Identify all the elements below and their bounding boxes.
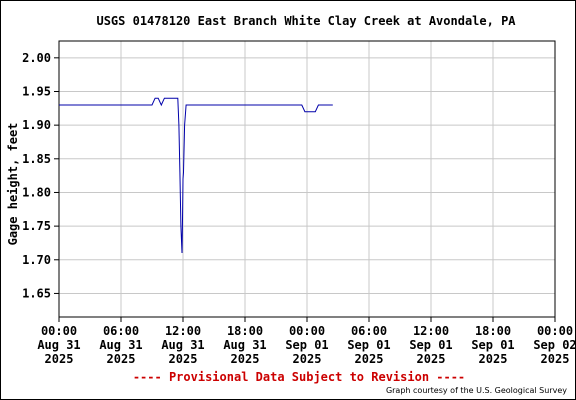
x-tick-date: Aug 31 <box>99 338 142 352</box>
y-tick-label: 1.90 <box>22 118 51 132</box>
x-tick-time: 12:00 <box>413 324 449 338</box>
x-tick-time: 06:00 <box>351 324 387 338</box>
x-tick-year: 2025 <box>541 352 570 366</box>
y-tick-label: 1.80 <box>22 185 51 199</box>
x-tick-time: 00:00 <box>41 324 77 338</box>
x-tick-date: Sep 02 <box>533 338 575 352</box>
y-tick-label: 1.65 <box>22 286 51 300</box>
usgs-credit: Graph courtesy of the U.S. Geological Su… <box>386 386 567 395</box>
x-tick-time: 18:00 <box>475 324 511 338</box>
x-tick-time: 12:00 <box>165 324 201 338</box>
chart-title: USGS 01478120 East Branch White Clay Cre… <box>96 14 516 28</box>
x-tick-year: 2025 <box>107 352 136 366</box>
x-tick-time: 00:00 <box>289 324 325 338</box>
x-tick-date: Aug 31 <box>37 338 80 352</box>
x-tick-date: Sep 01 <box>285 338 328 352</box>
y-tick-label: 1.75 <box>22 219 51 233</box>
x-tick-date: Sep 01 <box>409 338 452 352</box>
y-tick-label: 1.85 <box>22 152 51 166</box>
x-tick-year: 2025 <box>355 352 384 366</box>
x-tick-year: 2025 <box>231 352 260 366</box>
series-layer <box>59 97 333 254</box>
x-tick-year: 2025 <box>417 352 446 366</box>
x-tick-year: 2025 <box>479 352 508 366</box>
y-axis-label: Gage height, feet <box>6 123 20 246</box>
x-tick-time: 18:00 <box>227 324 263 338</box>
x-tick-date: Sep 01 <box>471 338 514 352</box>
y-tick-label: 1.70 <box>22 253 51 267</box>
x-tick-time: 06:00 <box>103 324 139 338</box>
x-tick-date: Aug 31 <box>223 338 266 352</box>
x-tick-date: Sep 01 <box>347 338 390 352</box>
x-tick-time: 00:00 <box>537 324 573 338</box>
y-tick-label: 1.95 <box>22 84 51 98</box>
x-tick-year: 2025 <box>169 352 198 366</box>
x-tick-date: Aug 31 <box>161 338 204 352</box>
x-tick-year: 2025 <box>293 352 322 366</box>
y-tick-label: 2.00 <box>22 51 51 65</box>
provisional-notice: ---- Provisional Data Subject to Revisio… <box>133 370 465 384</box>
y-axis-ticks: 2.00 1.95 1.90 1.85 1.80 1.75 1.70 1.65 <box>22 51 59 300</box>
x-tick-year: 2025 <box>45 352 74 366</box>
grid-lines <box>59 41 555 317</box>
gage-height-line <box>59 97 333 254</box>
